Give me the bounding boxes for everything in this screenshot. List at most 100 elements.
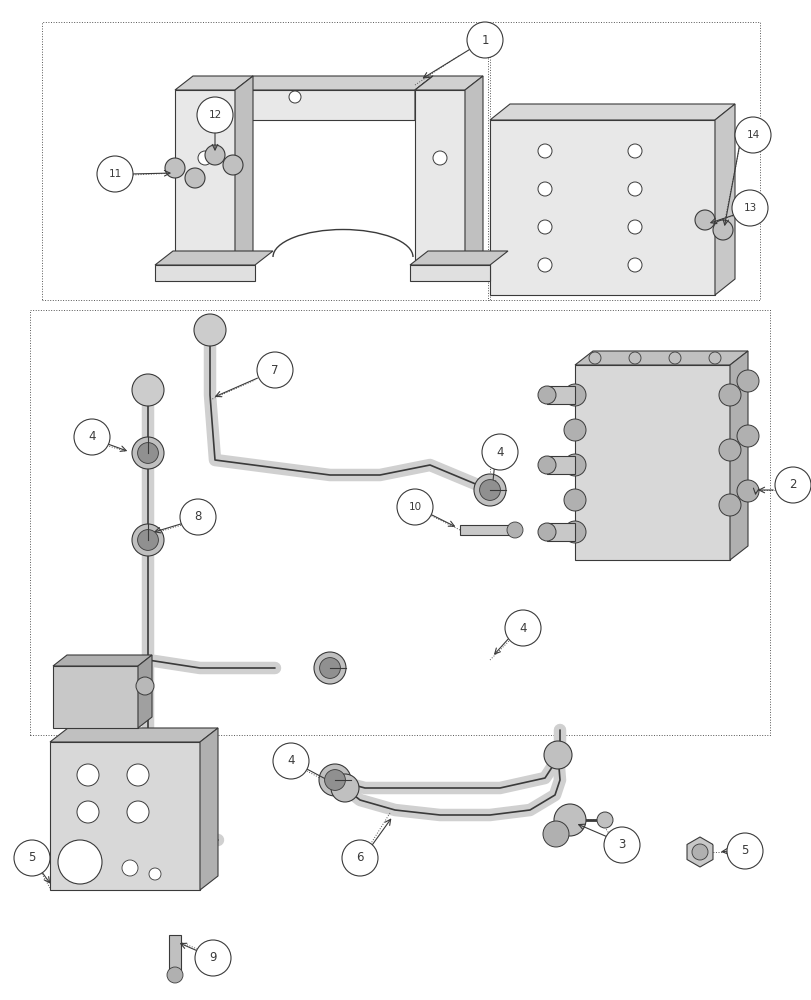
Polygon shape (169, 935, 181, 970)
Circle shape (432, 151, 446, 165)
Text: 7: 7 (271, 363, 278, 376)
Polygon shape (155, 265, 255, 281)
Polygon shape (686, 837, 712, 867)
Circle shape (627, 220, 642, 234)
Circle shape (553, 804, 586, 836)
Circle shape (506, 522, 522, 538)
Text: 9: 9 (209, 951, 217, 964)
Circle shape (479, 480, 500, 500)
Circle shape (736, 425, 758, 447)
Circle shape (538, 144, 551, 158)
Circle shape (736, 480, 758, 502)
Circle shape (257, 352, 293, 388)
Circle shape (148, 868, 161, 880)
Polygon shape (489, 104, 734, 120)
Text: 11: 11 (108, 169, 122, 179)
Circle shape (132, 374, 164, 406)
Circle shape (204, 145, 225, 165)
Circle shape (736, 370, 758, 392)
Polygon shape (729, 351, 747, 560)
Polygon shape (574, 365, 729, 560)
Polygon shape (714, 104, 734, 295)
Polygon shape (138, 655, 152, 728)
Polygon shape (155, 251, 272, 265)
Circle shape (74, 419, 109, 455)
Circle shape (289, 91, 301, 103)
Polygon shape (53, 655, 152, 666)
Text: 3: 3 (617, 838, 625, 851)
Polygon shape (465, 76, 483, 265)
Polygon shape (234, 90, 414, 120)
Polygon shape (410, 251, 508, 265)
Circle shape (185, 168, 204, 188)
Polygon shape (547, 386, 574, 404)
Circle shape (603, 827, 639, 863)
Circle shape (543, 821, 569, 847)
Circle shape (691, 844, 707, 860)
Circle shape (474, 474, 505, 506)
Polygon shape (414, 76, 483, 90)
Circle shape (127, 764, 148, 786)
Circle shape (165, 158, 185, 178)
Circle shape (77, 801, 99, 823)
Circle shape (668, 352, 680, 364)
Circle shape (538, 523, 556, 541)
Text: 6: 6 (356, 851, 363, 864)
Circle shape (137, 443, 158, 463)
Circle shape (734, 117, 770, 153)
Text: 10: 10 (408, 502, 421, 512)
Circle shape (397, 489, 432, 525)
Circle shape (538, 258, 551, 272)
Circle shape (564, 419, 586, 441)
Text: 8: 8 (194, 510, 201, 524)
Circle shape (122, 860, 138, 876)
Circle shape (314, 652, 345, 684)
Text: 5: 5 (28, 851, 36, 864)
Polygon shape (410, 265, 489, 281)
Circle shape (627, 144, 642, 158)
Circle shape (331, 774, 358, 802)
Polygon shape (547, 523, 574, 541)
Circle shape (708, 352, 720, 364)
Polygon shape (200, 728, 217, 890)
Circle shape (731, 190, 767, 226)
Circle shape (774, 467, 810, 503)
Circle shape (718, 494, 740, 516)
Polygon shape (175, 90, 234, 265)
Circle shape (538, 456, 556, 474)
Polygon shape (547, 456, 574, 474)
Text: 4: 4 (88, 430, 96, 444)
Circle shape (627, 182, 642, 196)
Polygon shape (460, 525, 514, 535)
Text: 5: 5 (740, 844, 748, 857)
Polygon shape (489, 120, 714, 295)
Circle shape (588, 352, 600, 364)
Circle shape (538, 182, 551, 196)
Text: 4: 4 (518, 621, 526, 634)
Circle shape (77, 764, 99, 786)
Circle shape (127, 801, 148, 823)
Text: 13: 13 (742, 203, 756, 213)
Text: 12: 12 (208, 110, 221, 120)
Circle shape (180, 499, 216, 535)
Circle shape (564, 384, 586, 406)
Circle shape (319, 764, 350, 796)
Polygon shape (414, 76, 432, 120)
Circle shape (543, 741, 571, 769)
Circle shape (718, 439, 740, 461)
Text: 4: 4 (287, 754, 294, 768)
Circle shape (135, 442, 161, 468)
Circle shape (167, 967, 182, 983)
Circle shape (223, 155, 242, 175)
Circle shape (132, 524, 164, 556)
Polygon shape (234, 76, 432, 90)
Text: 1: 1 (481, 34, 488, 47)
Circle shape (504, 610, 540, 646)
Circle shape (564, 489, 586, 511)
Circle shape (320, 658, 340, 678)
Circle shape (482, 434, 517, 470)
Polygon shape (234, 76, 253, 265)
Circle shape (538, 386, 556, 404)
Text: 2: 2 (788, 479, 796, 491)
Circle shape (197, 97, 233, 133)
